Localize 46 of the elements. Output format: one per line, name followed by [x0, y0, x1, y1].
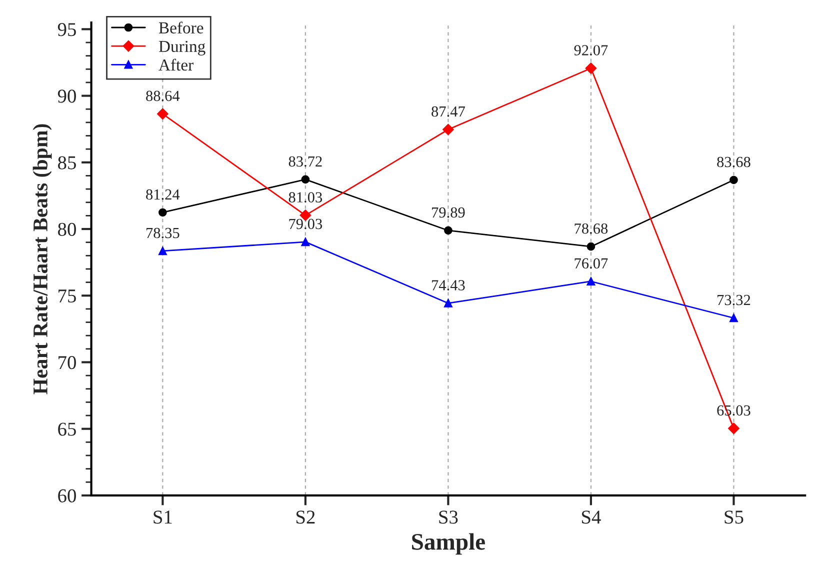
data-label: 74.43: [432, 280, 465, 290]
legend-label: After: [158, 58, 194, 71]
legend-label: During: [158, 40, 206, 56]
y-axis-title: Heart Rate/Haart Beats (bpm): [32, 124, 52, 394]
y-tick-label: 95: [58, 23, 76, 36]
point: [158, 208, 167, 217]
point: [157, 108, 168, 120]
x-tick-label: S4: [582, 510, 601, 524]
data-label: 78.35: [146, 228, 180, 238]
y-tick-label: 90: [58, 90, 76, 103]
x-tick-label: S3: [439, 510, 458, 524]
data-label: 79.03: [289, 218, 322, 230]
point: [586, 242, 596, 251]
point: [585, 62, 597, 74]
data-label: 78.68: [574, 223, 608, 234]
data-label: 73.32: [718, 294, 750, 306]
x-tick-label: S1: [154, 510, 172, 524]
data-label: 83.72: [288, 156, 322, 167]
y-tick-label: 75: [58, 290, 76, 303]
point: [444, 299, 452, 308]
point: [301, 175, 310, 184]
point: [730, 314, 738, 322]
y-tick-label: 85: [58, 156, 76, 170]
data-label: 81.24: [146, 189, 180, 200]
point: [730, 176, 738, 184]
point: [442, 124, 454, 136]
data-label: 76.07: [574, 258, 608, 269]
legend-label: Before: [158, 22, 204, 34]
point: [158, 246, 167, 256]
y-tick-label: 65: [58, 422, 76, 436]
point: [301, 238, 310, 246]
y-tick-label: 80: [58, 222, 76, 236]
data-label: 87.47: [432, 106, 465, 117]
y-tick-label: 70: [58, 356, 76, 370]
point: [728, 422, 740, 434]
data-label: 79.89: [432, 207, 465, 218]
data-label: 88.64: [146, 90, 180, 102]
y-tick-label: 60: [58, 489, 76, 502]
x-axis-title: Sample: [412, 533, 485, 555]
x-tick-label: S5: [724, 510, 744, 524]
data-label: 83.68: [717, 156, 750, 168]
point: [444, 226, 452, 235]
data-label: 92.07: [574, 45, 608, 56]
point: [586, 277, 596, 286]
data-label: 81.03: [288, 192, 322, 203]
x-tick-label: S2: [296, 510, 315, 524]
